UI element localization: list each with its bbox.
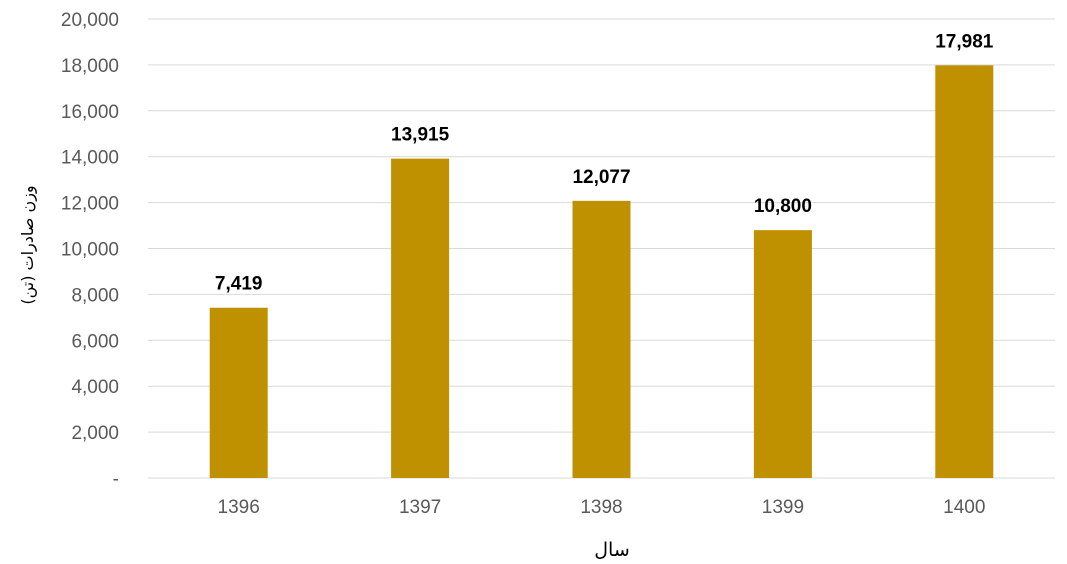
bars: [209, 65, 994, 478]
bar-1399: [753, 230, 812, 478]
y-tick-label: -: [113, 469, 119, 490]
y-tick-label: 18,000: [61, 56, 119, 77]
y-tick-label: 10,000: [61, 240, 119, 261]
data-labels: 7,419 13,915 12,077 10,800 17,981: [215, 31, 994, 294]
data-label: 13,915: [391, 125, 450, 146]
x-tick-label: 1397: [399, 497, 441, 518]
y-tick-label: 2,000: [71, 423, 119, 444]
y-tick-label: 12,000: [61, 194, 119, 215]
bar-1397: [391, 158, 450, 478]
x-tick-label: 1398: [580, 497, 622, 518]
x-tick-label: 1399: [762, 497, 804, 518]
y-tick-label: 14,000: [61, 148, 119, 169]
data-label: 17,981: [935, 31, 994, 52]
data-label: 7,419: [215, 274, 263, 295]
data-label: 10,800: [754, 196, 812, 217]
bar-1396: [209, 307, 268, 478]
bar-1398: [572, 200, 631, 478]
y-axis-ticks: - 2,000 4,000 6,000 8,000 10,000 12,000 14,000 1…: [61, 10, 119, 490]
data-label: 12,077: [572, 167, 630, 188]
x-tick-label: 1400: [943, 497, 985, 518]
y-tick-label: 16,000: [61, 102, 119, 123]
x-axis-title: سال: [594, 539, 630, 561]
x-tick-label: 1396: [218, 497, 260, 518]
y-tick-label: 4,000: [71, 377, 119, 398]
bar-1400: [935, 65, 994, 478]
y-axis-title: وزن صادرات (تن): [18, 185, 38, 304]
y-tick-label: 6,000: [71, 331, 119, 352]
y-tick-label: 8,000: [71, 285, 119, 306]
y-tick-label: 20,000: [61, 10, 119, 31]
x-axis-ticks: 1396 1397 1398 1399 1400: [218, 497, 986, 518]
